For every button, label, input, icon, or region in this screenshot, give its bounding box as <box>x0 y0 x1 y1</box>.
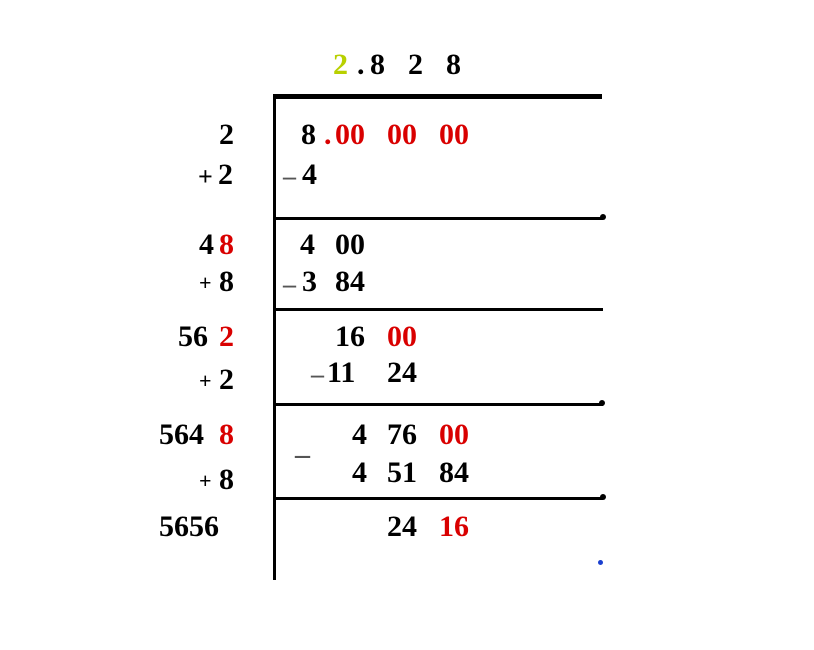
subtract-4: 4 <box>352 458 367 488</box>
quotient-digit-2: 8 <box>370 50 385 80</box>
divisor-2-prefix: 4 <box>199 230 214 260</box>
subtract-4: 4 <box>302 160 317 190</box>
divisor-4-prefix: 564 <box>159 420 204 450</box>
subtract-3: 3 <box>302 267 317 297</box>
remainder-4: 4 <box>352 420 367 450</box>
radicand-decimal: . <box>324 120 332 150</box>
minus-sign: – <box>295 440 310 470</box>
minus-sign: – <box>283 272 296 298</box>
addend-3: 2 <box>219 365 234 395</box>
top-bar <box>273 94 602 99</box>
subtract-24: 24 <box>387 358 417 388</box>
line-end-dot <box>598 560 603 565</box>
line-end-dot <box>600 214 606 220</box>
remainder-16: 16 <box>335 322 365 352</box>
subtract-51: 51 <box>387 458 417 488</box>
divisor-3-trial: 2 <box>219 322 234 352</box>
addend-1: 2 <box>218 160 233 190</box>
final-16: 16 <box>439 512 469 542</box>
bring-down-00: 00 <box>387 322 417 352</box>
line-end-dot <box>599 400 605 406</box>
radicand-8: 8 <box>301 120 316 150</box>
plus-sign: + <box>199 470 212 492</box>
bring-down-00: 00 <box>335 230 365 260</box>
plus-sign: + <box>199 272 212 294</box>
subtract-84: 84 <box>439 458 469 488</box>
divisor-3-prefix: 56 <box>178 322 208 352</box>
minus-sign: – <box>283 164 296 190</box>
radicand-pair-1: 00 <box>335 120 365 150</box>
divisor-5: 5656 <box>159 512 219 542</box>
addend-2: 8 <box>219 267 234 297</box>
plus-sign: + <box>199 370 212 392</box>
quotient-digit-3: 2 <box>408 50 423 80</box>
radicand-pair-2: 00 <box>387 120 417 150</box>
addend-4: 8 <box>219 465 234 495</box>
subtract-11: 11 <box>327 358 355 388</box>
quotient-decimal: . <box>357 50 365 80</box>
remainder-76: 76 <box>387 420 417 450</box>
bring-down-00: 00 <box>439 420 469 450</box>
bring-down-4: 4 <box>300 230 315 260</box>
divisor-2-trial: 8 <box>219 230 234 260</box>
final-24: 24 <box>387 512 417 542</box>
h-line-3 <box>273 403 603 406</box>
plus-sign: + <box>198 164 213 190</box>
h-line-4 <box>273 497 603 500</box>
vertical-divider <box>273 94 276 580</box>
quotient-digit-4: 8 <box>446 50 461 80</box>
minus-sign: – <box>311 362 324 388</box>
radicand-pair-3: 00 <box>439 120 469 150</box>
line-end-dot <box>600 494 606 500</box>
quotient-digit-1: 2 <box>333 50 348 80</box>
divisor-4-trial: 8 <box>219 420 234 450</box>
subtract-84: 84 <box>335 267 365 297</box>
h-line-2 <box>273 308 603 311</box>
divisor-1: 2 <box>219 120 234 150</box>
h-line-1 <box>273 217 603 220</box>
sqrt-long-division-diagram: 2 . 8 2 8 2 + 2 4 8 + 8 56 2 + 2 564 8 +… <box>0 0 814 650</box>
